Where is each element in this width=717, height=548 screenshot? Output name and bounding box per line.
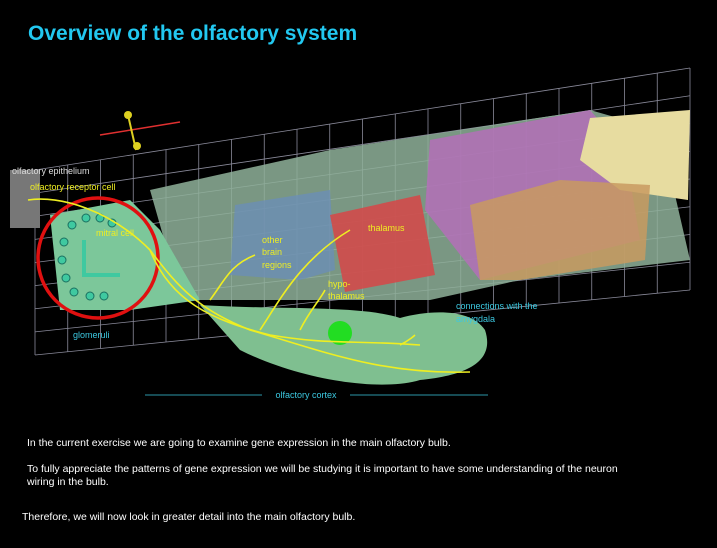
label: glomeruli [73,330,110,340]
label-line: brain [262,247,282,257]
label-line: regions [262,260,292,270]
paragraph: Therefore, we will now look in greater d… [22,511,355,523]
paragraph-line: wiring in the bulb. [26,476,109,488]
slide: Overview of the olfactory system olfacto… [0,0,717,548]
paragraph: In the current exercise we are going to … [27,437,451,449]
label: thalamus [368,223,405,233]
label-line: connections with the [456,301,538,311]
label-line: amygdala [456,314,495,324]
axis-marker [124,111,132,119]
axis-marker [133,142,141,150]
title: Overview of the olfactory system [28,22,357,45]
label: olfactory cortex [275,390,337,400]
label: mitral cell [96,228,134,238]
paragraph-line: Therefore, we will now look in greater d… [22,511,355,523]
label-line: thalamus [328,291,365,301]
label-line: hypo- [328,279,351,289]
paragraph-line: In the current exercise we are going to … [27,437,451,449]
label: olfactory epithelium [12,166,90,176]
label-line: other [262,235,283,245]
label: olfactory receptor cell [30,182,116,192]
paragraph-line: To fully appreciate the patterns of gene… [27,463,618,475]
